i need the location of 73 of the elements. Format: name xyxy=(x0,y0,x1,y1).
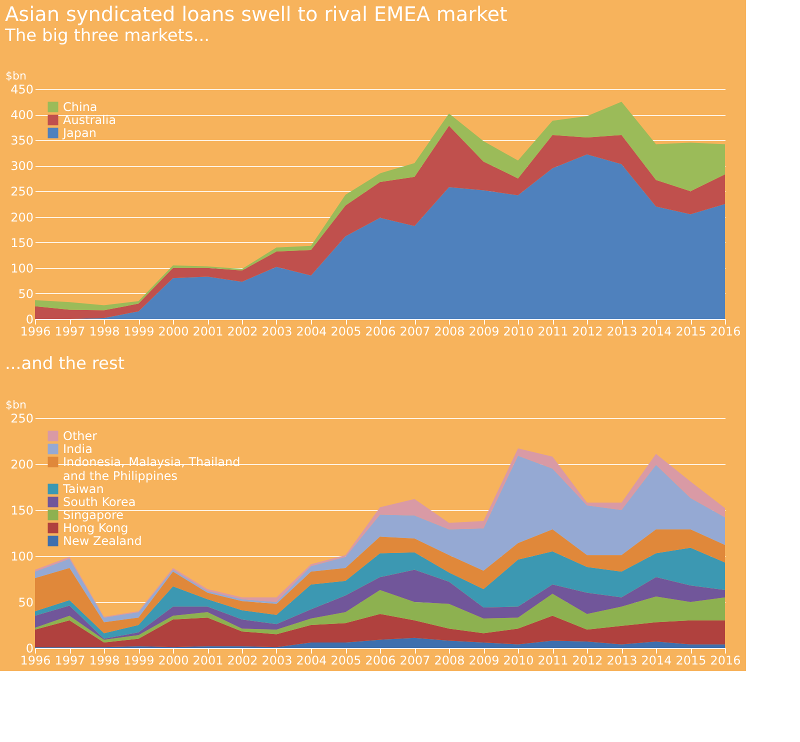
y-tick-label: 100 xyxy=(10,261,34,276)
x-tick-label: 2016 xyxy=(710,654,741,668)
x-tick-label: 2001 xyxy=(192,654,224,668)
x-tick-label: 2012 xyxy=(572,324,603,338)
legend-label: China xyxy=(63,100,98,114)
y-tick-label: 50 xyxy=(18,286,34,301)
y-tick-label: 200 xyxy=(10,458,34,472)
x-tick-label: 2003 xyxy=(262,654,292,668)
x-tick-label: 2010 xyxy=(503,654,534,668)
x-tick-label: 2011 xyxy=(538,324,568,338)
y-axis-title: $bn xyxy=(6,398,26,412)
x-tick-label: 2010 xyxy=(503,324,534,338)
x-tick-label: 2009 xyxy=(468,324,500,338)
legend-label: Japan xyxy=(62,126,96,140)
chart-title: Asian syndicated loans swell to rival EMEA market xyxy=(5,2,508,26)
x-tick-label: 2002 xyxy=(227,654,258,668)
x-tick-label: 2008 xyxy=(434,654,465,668)
x-tick-label: 2006 xyxy=(365,654,396,668)
x-tick-label: 2006 xyxy=(365,324,396,338)
legend-label: Singapore xyxy=(63,508,124,522)
x-tick-label: 2015 xyxy=(676,324,706,338)
y-tick-label: 250 xyxy=(10,184,34,199)
x-tick-label: 2001 xyxy=(192,324,224,338)
y-tick-label: 350 xyxy=(10,134,34,148)
x-tick-label: 2012 xyxy=(572,654,603,668)
x-tick-label: 2000 xyxy=(158,324,189,338)
x-tick-label: 1997 xyxy=(54,654,86,668)
x-tick-label: 2005 xyxy=(330,654,362,668)
y-tick-label: 450 xyxy=(10,82,34,96)
y-tick-label: 300 xyxy=(10,159,34,174)
x-tick-label: 2003 xyxy=(262,324,292,338)
legend-label: New Zealand xyxy=(63,534,142,548)
x-tick-label: 2011 xyxy=(538,654,568,668)
x-tick-label: 2005 xyxy=(330,324,362,338)
x-tick-label: 2016 xyxy=(710,324,741,338)
x-tick-label: 2007 xyxy=(400,324,430,338)
x-tick-label: 2015 xyxy=(676,654,706,668)
y-tick-label: 0 xyxy=(26,312,34,326)
y-tick-label: 50 xyxy=(18,596,34,610)
x-tick-label: 2013 xyxy=(606,324,638,338)
y-tick-label: 100 xyxy=(10,550,34,564)
y-tick-label: 0 xyxy=(26,642,34,656)
x-tick-label: 2008 xyxy=(434,324,465,338)
y-tick-label: 250 xyxy=(10,412,34,426)
y-tick-label: 150 xyxy=(10,504,34,518)
x-tick-label: 2013 xyxy=(606,654,638,668)
legend-label: South Korea xyxy=(63,495,136,509)
x-tick-label: 2009 xyxy=(468,654,500,668)
y-axis-title: $bn xyxy=(6,70,26,82)
x-tick-label: 1998 xyxy=(89,654,120,668)
chart-title: ...and the rest xyxy=(5,354,125,374)
y-tick-label: 150 xyxy=(10,236,34,250)
legend-label: India xyxy=(63,442,92,456)
x-tick-label: 2002 xyxy=(227,324,258,338)
x-tick-label: 2014 xyxy=(641,324,672,338)
x-tick-label: 2007 xyxy=(400,654,430,668)
chart-subtitle: The big three markets... xyxy=(4,26,210,46)
y-tick-label: 200 xyxy=(10,210,34,224)
x-tick-label: 2004 xyxy=(296,324,327,338)
x-tick-label: 2000 xyxy=(158,654,189,668)
legend-label: Other xyxy=(63,429,98,443)
x-tick-label: 2014 xyxy=(641,654,672,668)
x-tick-label: 1996 xyxy=(20,654,51,668)
x-tick-label: 1999 xyxy=(124,324,154,338)
x-tick-label: 1996 xyxy=(20,324,51,338)
legend-label: Taiwan xyxy=(62,482,104,496)
x-tick-label: 2004 xyxy=(296,654,327,668)
y-tick-label: 400 xyxy=(10,108,34,122)
x-tick-label: 1999 xyxy=(124,654,154,668)
x-tick-label: 1997 xyxy=(54,324,86,338)
legend-label: Australia xyxy=(63,113,116,127)
x-tick-label: 1998 xyxy=(89,324,120,338)
legend-label: Hong Kong xyxy=(63,521,128,535)
